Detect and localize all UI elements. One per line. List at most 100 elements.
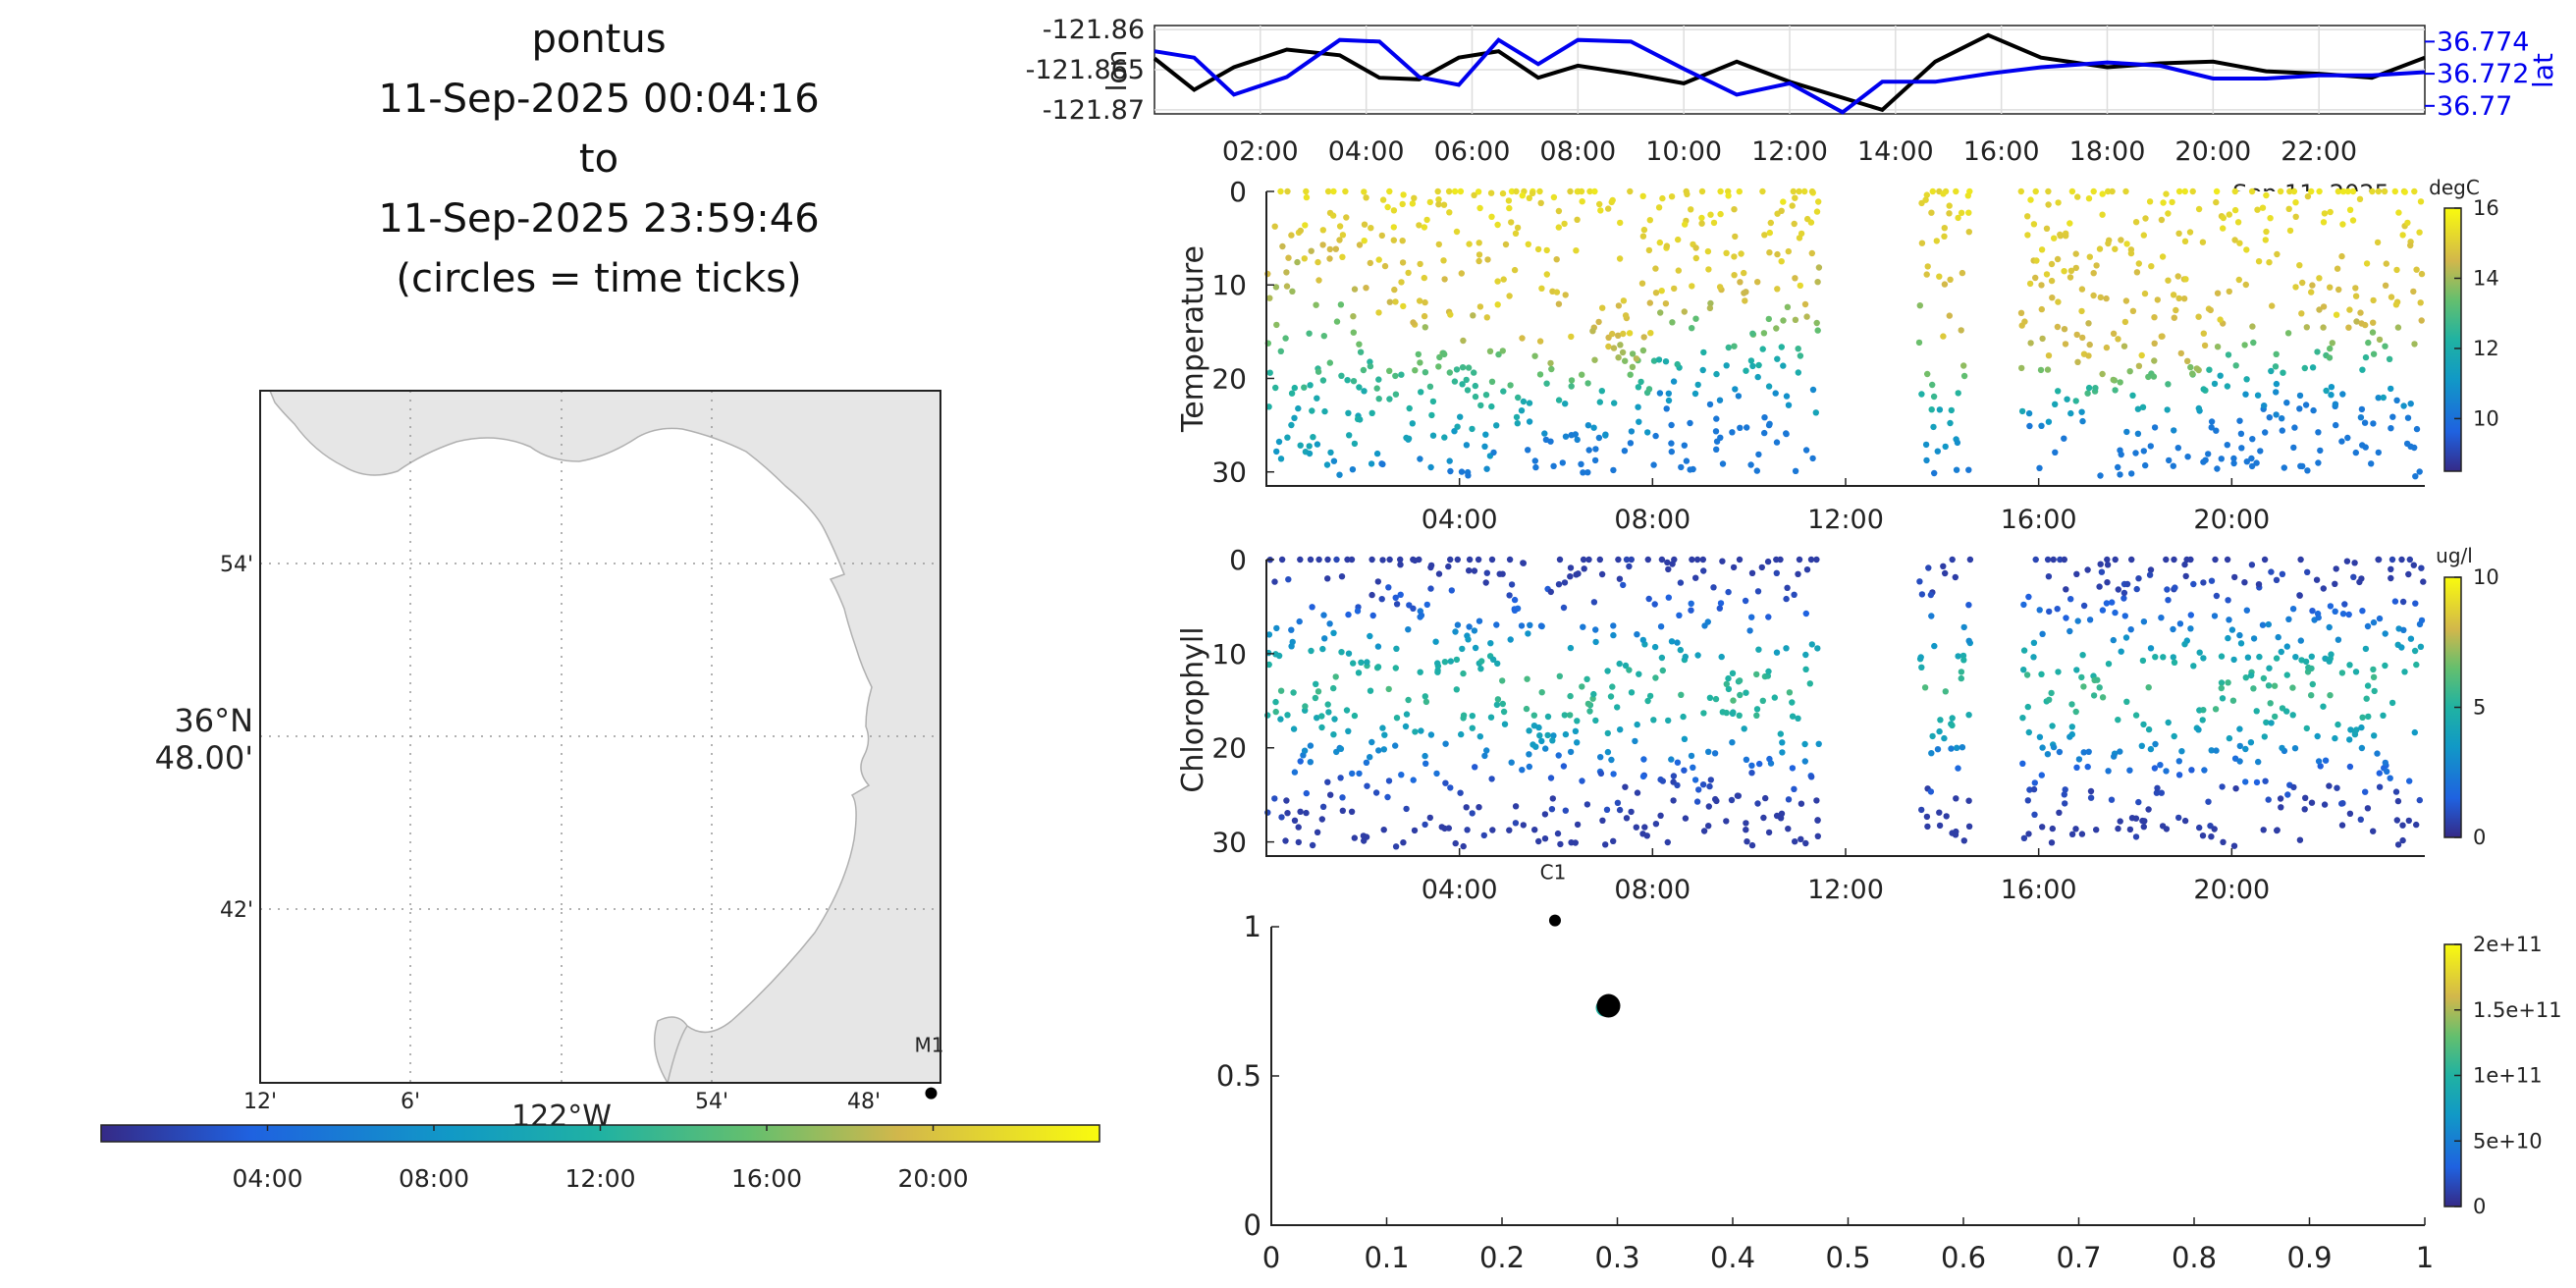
temperature-point [1813,319,1820,327]
chlorophyll-point [1681,767,1688,774]
chlorophyll-point [1567,692,1574,700]
chlorophyll-point [1748,841,1756,849]
temperature-colorbar [2443,207,2462,472]
temperature-point [1780,362,1787,369]
temperature-point [1416,297,1423,304]
chlorophyll-point [2187,612,2194,618]
chlorophyll-point [1813,556,1820,564]
chlorophyll-point [1762,794,1769,802]
chlorophyll-point [1445,563,1452,570]
temperature-point [1815,198,1822,205]
chlorophyll-point [2068,701,2075,708]
temperature-point [2357,309,2364,316]
temperature-point [1406,404,1413,412]
chlorophyll-point [1622,783,1629,790]
chlorophyll-point [1723,680,1731,687]
temperature-point [2158,333,2165,340]
temperature-point [2140,232,2147,239]
temperature-point [1412,367,1419,374]
chlorophyll-point [1652,674,1659,681]
temperature-point [1955,214,1961,222]
empty-y-tick: 1 [1244,910,1261,943]
chlorophyll-point [2188,767,2195,774]
chlorophyll-point [2019,715,2026,722]
empty-x-tick: 0.9 [2286,1241,2332,1274]
temperature-point [2057,231,2064,239]
temperature-point [1792,275,1798,282]
chlorophyll-point [2163,768,2170,775]
empty-y-tick: 0 [1244,1208,1261,1242]
chlorophyll-point [1798,800,1805,807]
temperature-point [1363,285,1369,292]
temperature-point [1526,194,1533,201]
chlorophyll-point [2211,613,2219,619]
temperature-point [2132,219,2140,226]
temperature-point [1303,188,1310,195]
temperature-point [1417,260,1423,268]
chlorophyll-point [2339,611,2347,617]
chlorophyll-point [1547,588,1555,596]
chlorophyll-point [2139,657,2147,665]
temperature-point [2146,198,2154,205]
temperature-point [1639,233,1647,240]
temperature-point [2241,342,2248,349]
chlorophyll-point [2181,641,2188,648]
temperature-point [1809,386,1817,394]
chlorophyll-point [1583,801,1591,808]
temperature-point [2314,349,2321,355]
temperature-point [2262,429,2269,436]
temperature-point [1330,188,1337,195]
chlorophyll-point [2326,623,2333,631]
chlorophyll-point [1756,760,1763,768]
temperature-point [1398,279,1405,286]
temperature-point [1923,191,1931,198]
temperature-point [1706,304,1714,312]
temperature-point [1361,221,1368,228]
map-lat-tick-48-degrees: 36°N 48.00' [155,702,253,777]
temperature-point [2115,463,2121,471]
temperature-point [2160,199,2167,206]
temperature-point [1323,461,1331,468]
temperature-point [2269,302,2276,309]
chlorophyll-point [1634,789,1641,796]
temperature-point [1964,192,1972,199]
temperature-point [2335,286,2342,294]
chlorophyll-point [1511,596,1519,604]
temperature-point [2200,330,2207,337]
chlorophyll-point [2120,595,2127,602]
chlorophyll-point [1541,811,1549,818]
chlorophyll-point [1349,770,1356,778]
temperature-point [2382,343,2388,349]
chlorophyll-point [2025,728,2032,736]
chlorophyll-point [1758,564,1766,571]
lonlat-x-tick: 16:00 [1963,136,2040,167]
temperature-point [2217,316,2224,323]
temperature-point [1965,209,1972,216]
temperature-point [2296,262,2303,269]
chlorophyll-point [2057,556,2064,564]
chlorophyll-point [1345,611,1352,618]
chlorophyll-point [1795,715,1801,722]
temperature-point [1754,279,1761,286]
chlorophyll-point [1453,686,1461,693]
temperature-unit: degC [2429,176,2480,199]
temperature-point [2045,418,2053,425]
temperature-point [1441,276,1448,283]
chlorophyll-point [1469,724,1476,731]
chlorophyll-point [1278,556,1286,564]
chlorophyll-point [1526,751,1532,758]
chlorophyll-point [1777,730,1785,737]
temperature-point [1426,198,1434,206]
temperature-point [1405,269,1412,277]
chlorophyll-point [2182,572,2189,580]
chlorophyll-point [1488,556,1496,564]
chlorophyll-point [1307,556,1315,564]
chlorophyll-point [1700,567,1707,574]
chlorophyll-point [2398,556,2405,564]
temperature-point [1766,249,1773,256]
chlorophyll-point [2196,649,2203,656]
chlorophyll-point [1331,716,1338,723]
chlorophyll-point [2290,783,2297,791]
temperature-point [2017,188,2024,195]
chlorophyll-point [2104,556,2111,564]
